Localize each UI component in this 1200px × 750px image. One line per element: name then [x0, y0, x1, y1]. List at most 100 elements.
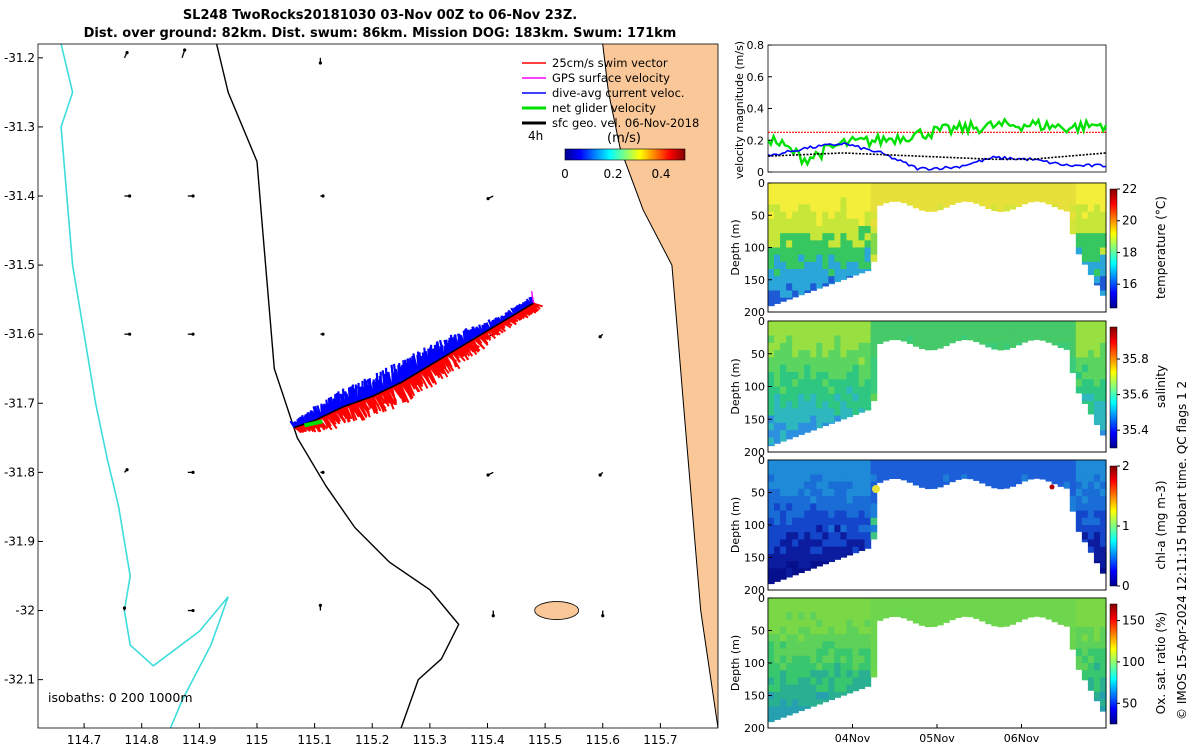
heatmap-cell [792, 612, 799, 621]
heatmap-cell [846, 342, 854, 351]
heatmap-cell [985, 598, 992, 606]
heatmap-cell [973, 321, 980, 329]
heatmap-cell [882, 598, 890, 606]
heatmap-ylabel: Depth (m) [729, 358, 742, 414]
heatmap-cell [1051, 481, 1059, 485]
heatmap-cell [780, 321, 787, 329]
heatmap-cell [937, 612, 944, 621]
heatmap-cell [804, 670, 811, 679]
heatmap-cell [1009, 467, 1017, 476]
heatmap-cell [1021, 460, 1029, 468]
heatmap-cell [810, 517, 817, 526]
heatmap-cell [852, 233, 860, 241]
heatmap-cell [906, 197, 914, 206]
heatmap-cell [864, 321, 872, 329]
legend-time-label: 4h [528, 129, 543, 143]
heatmap-cell [822, 691, 829, 700]
heatmap-cell [792, 706, 799, 714]
swim-vector [509, 316, 519, 323]
heatmap-cell [882, 612, 890, 619]
heatmap-cell [1099, 371, 1107, 380]
heatmap-cell [798, 605, 805, 614]
heatmap-cell [846, 539, 854, 548]
heatmap-cell [858, 634, 866, 642]
heatmap-cell [1099, 619, 1107, 628]
heatmap-cell [924, 204, 932, 212]
heatmap-y-tick-label: 50 [751, 487, 765, 500]
velocity-series-net-glider-velocity [766, 117, 1108, 168]
heatmap-cell [906, 335, 914, 344]
x-tick-label: 115.7 [643, 733, 677, 747]
heatmap-cell [930, 204, 938, 212]
heatmap-cell [1093, 467, 1101, 476]
heatmap-cell [768, 290, 775, 299]
heatmap-cell [973, 474, 980, 481]
heatmap-cell [792, 488, 799, 497]
swim-vector [424, 367, 435, 384]
heatmap-cell [1093, 379, 1101, 388]
heatmap-cell [828, 496, 835, 504]
heatmap-cell [780, 247, 787, 256]
heatmap-cell [870, 350, 878, 358]
heatmap-cell [828, 321, 835, 329]
heatmap-cell [864, 677, 872, 686]
heatmap-cell [1033, 612, 1041, 617]
swim-vector [482, 332, 489, 341]
heatmap-cell [924, 619, 932, 628]
heatmap-cell [882, 467, 890, 476]
heatmap-cell [894, 328, 902, 337]
heatmap-cell [1093, 276, 1101, 284]
heatmap-cell [774, 460, 781, 468]
heatmap-cell [834, 605, 842, 614]
heatmap-cell [1015, 335, 1023, 344]
heatmap-cell [852, 218, 860, 227]
heatmap-cell [858, 605, 866, 614]
heatmap-cell [1099, 655, 1107, 664]
heatmap-cell [822, 335, 829, 344]
heatmap-cell [991, 183, 998, 191]
heatmap-cell [1039, 474, 1047, 480]
heatmap-cell [774, 510, 781, 519]
heatmap-cell [1057, 335, 1065, 344]
heatmap-cell [840, 655, 848, 664]
swim-vector [492, 326, 499, 334]
heatmap-cell [858, 197, 866, 206]
heatmap-cell [864, 670, 872, 679]
heatmap-cell [1087, 496, 1095, 504]
heatmap-cell [774, 670, 781, 679]
heatmap-cell [834, 488, 842, 497]
swim-vector [411, 375, 419, 386]
heatmap-cell [816, 467, 823, 476]
heatmap-cell [768, 503, 775, 512]
heatmap-cell [1015, 481, 1023, 485]
heatmap-cell [852, 641, 860, 650]
heatmap-cell [786, 510, 793, 519]
heatmap-cell [882, 183, 890, 191]
heatmap-cell [828, 677, 835, 686]
heatmap-cell [967, 612, 974, 618]
heatmap-cell [828, 364, 835, 373]
heatmap-cell [774, 553, 781, 562]
heatmap-cell [792, 553, 799, 562]
heatmap-cell [840, 408, 848, 417]
heatmap-cell [864, 233, 872, 241]
heatmap-cell [798, 211, 805, 220]
heatmap-cell [858, 481, 866, 490]
heatmap-cell [1087, 663, 1095, 671]
heatmap-cell [1093, 503, 1101, 512]
heatmap-cell [810, 663, 817, 671]
heatmap-cell [780, 634, 787, 642]
heatmap-cell [804, 532, 811, 541]
heatmap-cell [1081, 641, 1089, 650]
heatmap-cell [906, 467, 914, 476]
heatmap-cell [822, 211, 829, 220]
heatmap-cell [780, 626, 787, 635]
heatmap-cell [798, 496, 805, 504]
heatmap-cell [1099, 430, 1107, 436]
heatmap-cell [1069, 204, 1077, 213]
heatmap-cell [768, 328, 775, 337]
dive-avg-current-vector [353, 388, 359, 402]
heatmap-cell [943, 460, 950, 468]
heatmap-cell [858, 503, 866, 512]
heatmap-cell [822, 328, 829, 337]
